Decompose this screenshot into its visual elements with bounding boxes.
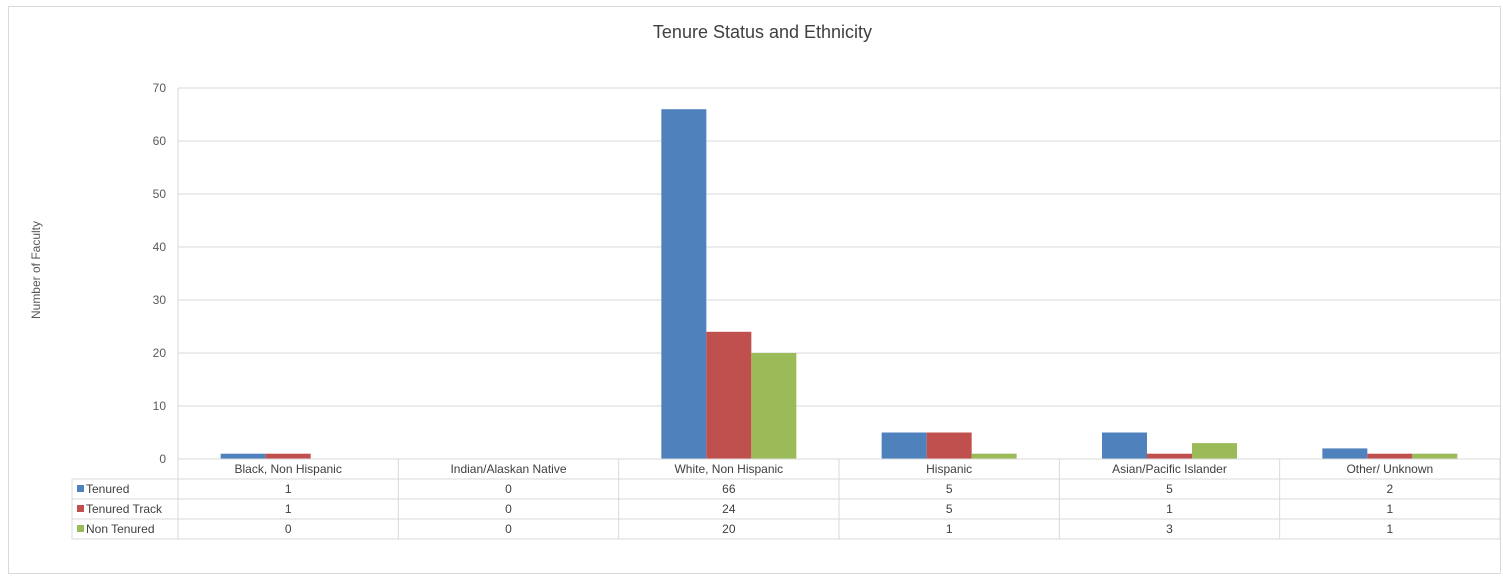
bar (1322, 448, 1368, 459)
data-label: 0 (505, 502, 512, 516)
category-label: Indian/Alaskan Native (450, 462, 566, 476)
category-label: Asian/Pacific Islander (1112, 462, 1227, 476)
y-tick-label: 20 (153, 346, 167, 360)
bar (881, 432, 927, 459)
data-label: 20 (722, 522, 736, 536)
y-tick-label: 40 (153, 240, 167, 254)
data-label: 24 (722, 502, 736, 516)
data-label: 1 (946, 522, 953, 536)
bar (1147, 453, 1192, 459)
category-label: Black, Non Hispanic (234, 462, 341, 476)
legend-label: Tenured (86, 482, 129, 496)
legend-label: Non Tenured (86, 522, 155, 536)
category-label: Hispanic (926, 462, 972, 476)
data-label: 1 (1386, 502, 1393, 516)
chart-frame (8, 6, 1501, 574)
y-tick-label: 60 (153, 134, 167, 148)
category-label: Other/ Unknown (1346, 462, 1433, 476)
legend-swatch (77, 525, 84, 532)
bar (751, 353, 797, 459)
data-label: 5 (946, 502, 953, 516)
legend-label: Tenured Track (86, 502, 163, 516)
category-label: White, Non Hispanic (674, 462, 783, 476)
y-tick-label: 70 (153, 81, 167, 95)
bar (971, 453, 1017, 459)
data-label: 66 (722, 482, 736, 496)
y-tick-label: 50 (153, 187, 167, 201)
y-tick-label: 0 (159, 452, 166, 466)
data-label: 1 (285, 482, 292, 496)
bar (1192, 443, 1237, 459)
data-label: 1 (285, 502, 292, 516)
bar (1367, 453, 1413, 459)
bar (661, 109, 707, 459)
data-label: 3 (1166, 522, 1173, 536)
bar (926, 432, 972, 459)
data-label: 0 (505, 482, 512, 496)
legend-swatch (77, 505, 84, 512)
data-label: 1 (1166, 502, 1173, 516)
data-label: 2 (1386, 482, 1393, 496)
bar (1412, 453, 1458, 459)
chart-title: Tenure Status and Ethnicity (652, 22, 873, 42)
data-label: 0 (285, 522, 292, 536)
y-tick-label: 10 (153, 399, 167, 413)
data-label: 5 (946, 482, 953, 496)
bar (220, 453, 266, 459)
bar (265, 453, 311, 459)
y-tick-label: 30 (153, 293, 167, 307)
data-label: 5 (1166, 482, 1173, 496)
legend-swatch (77, 485, 84, 492)
data-label: 0 (505, 522, 512, 536)
bar (1102, 432, 1147, 459)
data-label: 1 (1386, 522, 1393, 536)
bar (706, 331, 752, 459)
